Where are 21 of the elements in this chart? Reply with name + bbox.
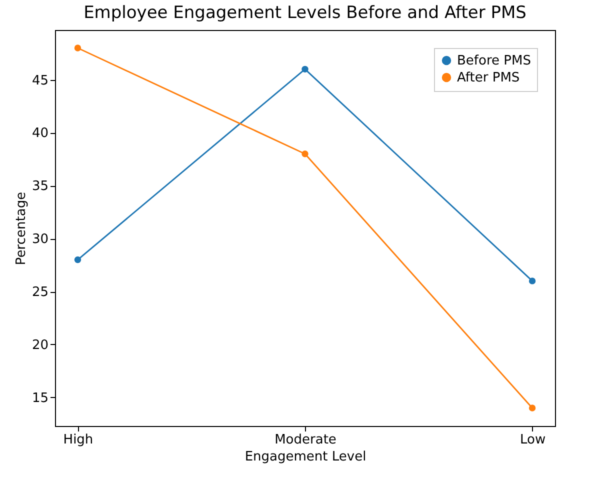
point <box>302 66 308 73</box>
y-tick-label: 30 <box>32 232 48 248</box>
point <box>302 150 308 158</box>
y-tick-label: 15 <box>32 390 48 406</box>
point <box>74 256 82 264</box>
x-axis-title: Engagement Level <box>244 450 366 464</box>
x-tick-label: High <box>63 432 94 448</box>
point <box>74 44 82 52</box>
y-tick-label: 25 <box>32 285 48 300</box>
y-tick-label: 35 <box>32 179 48 194</box>
point <box>528 404 536 412</box>
legend-label: Before PMS <box>457 54 531 68</box>
y-tick-label: 20 <box>32 338 48 353</box>
x-tick-label: Moderate <box>274 432 336 448</box>
chart-title: Employee Engagement Levels Before and After PMS <box>84 3 526 23</box>
y-tick-label: 40 <box>32 126 48 142</box>
y-axis-title: Percentage <box>14 192 29 266</box>
x-tick-label: Low <box>520 432 546 448</box>
point <box>528 278 536 284</box>
legend-label: After PMS <box>457 70 520 86</box>
y-tick-label: 45 <box>32 73 48 88</box>
